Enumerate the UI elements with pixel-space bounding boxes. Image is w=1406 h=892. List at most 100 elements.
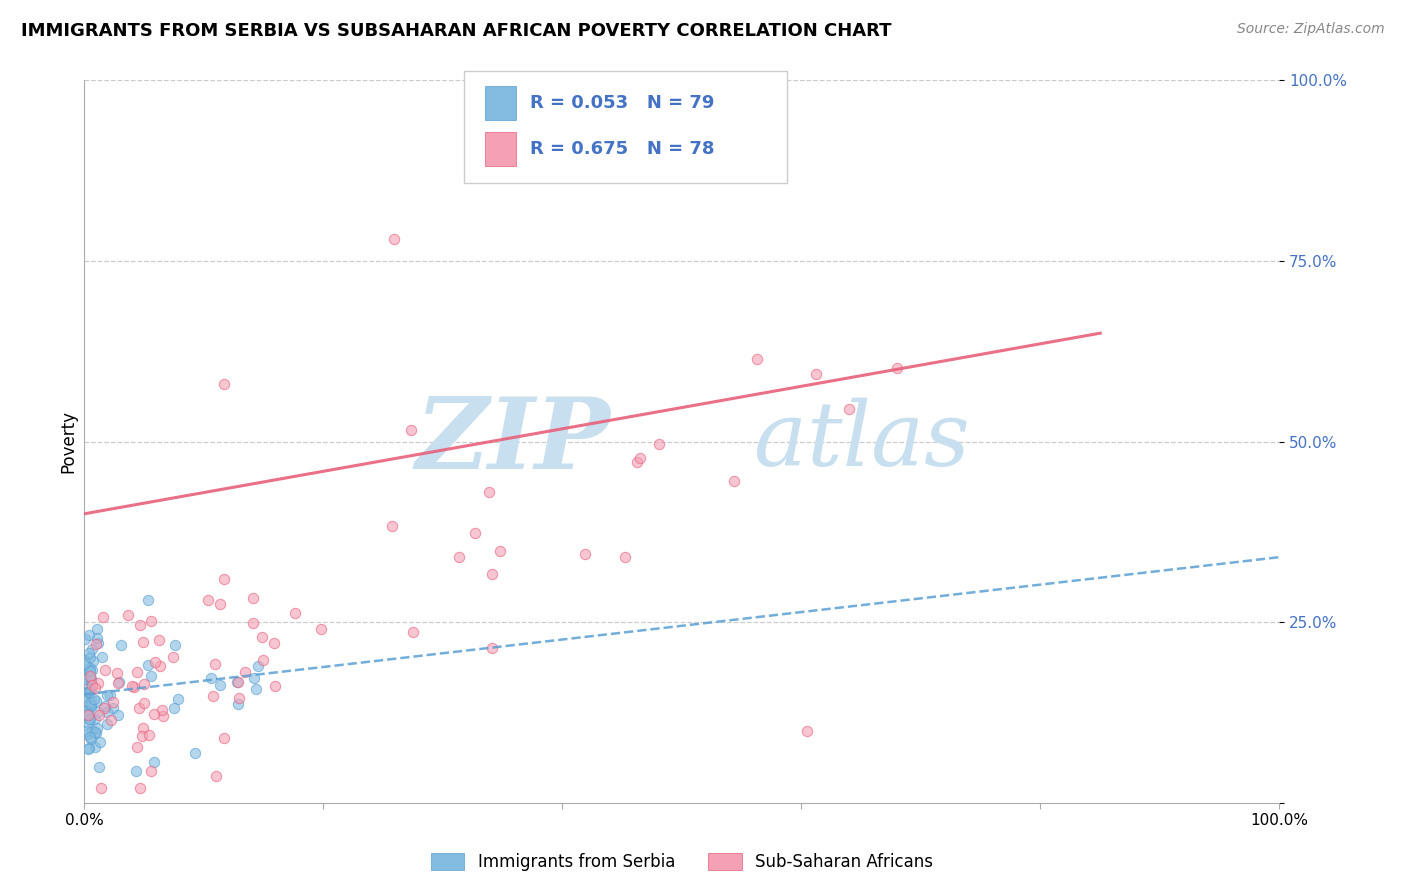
Point — [73, 632, 96, 646]
Point — [226, 675, 249, 690]
Point — [82, 677, 104, 691]
Point — [200, 671, 222, 685]
Point — [76, 724, 98, 739]
Point — [263, 636, 285, 650]
Y-axis label: Poverty: Poverty — [59, 410, 77, 473]
Point — [101, 701, 124, 715]
Point — [401, 624, 423, 639]
Point — [149, 658, 172, 673]
Point — [76, 706, 98, 721]
Point — [96, 716, 118, 731]
Point — [80, 692, 103, 706]
Point — [252, 653, 274, 667]
Point — [152, 709, 174, 723]
Point — [131, 729, 153, 743]
Point — [723, 475, 745, 489]
Point — [87, 676, 110, 690]
Point — [93, 701, 115, 715]
Point — [79, 712, 101, 726]
Point — [84, 725, 107, 739]
Point — [132, 721, 155, 735]
Point — [226, 697, 249, 711]
Point — [90, 781, 112, 796]
Point — [150, 703, 173, 717]
Point — [107, 707, 129, 722]
Point — [80, 698, 103, 713]
Point — [245, 681, 267, 696]
Point — [143, 655, 166, 669]
Point — [98, 688, 121, 702]
Point — [80, 663, 103, 677]
Point — [77, 685, 100, 699]
Point — [399, 423, 422, 437]
Point — [73, 657, 96, 671]
Point — [136, 657, 159, 672]
Point — [464, 525, 486, 540]
Point — [141, 614, 163, 628]
Point — [79, 665, 101, 679]
Point — [382, 232, 405, 246]
Text: R = 0.053   N = 79: R = 0.053 N = 79 — [530, 94, 714, 112]
Text: ZIP: ZIP — [415, 393, 610, 490]
Point — [124, 764, 146, 778]
Point — [242, 616, 264, 631]
Point — [73, 652, 96, 666]
Point — [838, 401, 860, 416]
Point — [75, 690, 97, 704]
Point — [82, 654, 104, 668]
Point — [77, 741, 100, 756]
Point — [86, 721, 108, 735]
Point — [136, 593, 159, 607]
Point — [77, 708, 100, 723]
Point — [75, 708, 97, 723]
Point — [79, 696, 101, 710]
Point — [163, 701, 186, 715]
Point — [214, 731, 236, 745]
Point — [481, 640, 503, 655]
Point — [75, 673, 97, 687]
Point — [162, 650, 184, 665]
Point — [84, 712, 107, 726]
Point — [128, 701, 150, 715]
Point — [263, 679, 285, 693]
Point — [488, 543, 510, 558]
Point — [77, 664, 100, 678]
Text: R = 0.675   N = 78: R = 0.675 N = 78 — [530, 140, 714, 158]
Point — [134, 677, 156, 691]
Point — [84, 726, 107, 740]
Point — [132, 634, 155, 648]
Point — [79, 669, 101, 683]
Text: Source: ZipAtlas.com: Source: ZipAtlas.com — [1237, 22, 1385, 37]
Point — [94, 698, 117, 713]
Point — [166, 692, 188, 706]
Point — [83, 739, 105, 754]
Point — [886, 360, 908, 375]
Point — [246, 659, 269, 673]
Point — [77, 742, 100, 756]
Point — [83, 692, 105, 706]
Point — [86, 623, 108, 637]
Point — [84, 681, 107, 696]
Point — [80, 672, 103, 686]
Point — [243, 672, 266, 686]
Point — [84, 694, 107, 708]
Point — [84, 637, 107, 651]
Point — [138, 727, 160, 741]
Point — [209, 678, 232, 692]
Point — [212, 376, 235, 391]
Point — [96, 688, 118, 702]
Point — [117, 608, 139, 623]
Point — [478, 484, 501, 499]
Point — [108, 675, 131, 690]
Point — [110, 638, 132, 652]
Point — [80, 641, 103, 656]
Point — [79, 660, 101, 674]
Text: IMMIGRANTS FROM SERBIA VS SUBSAHARAN AFRICAN POVERTY CORRELATION CHART: IMMIGRANTS FROM SERBIA VS SUBSAHARAN AFR… — [21, 22, 891, 40]
Point — [75, 672, 97, 686]
Point — [82, 723, 104, 737]
Point — [250, 630, 273, 644]
Point — [105, 665, 128, 680]
Point — [76, 726, 98, 740]
Point — [79, 684, 101, 698]
Point — [127, 740, 149, 755]
